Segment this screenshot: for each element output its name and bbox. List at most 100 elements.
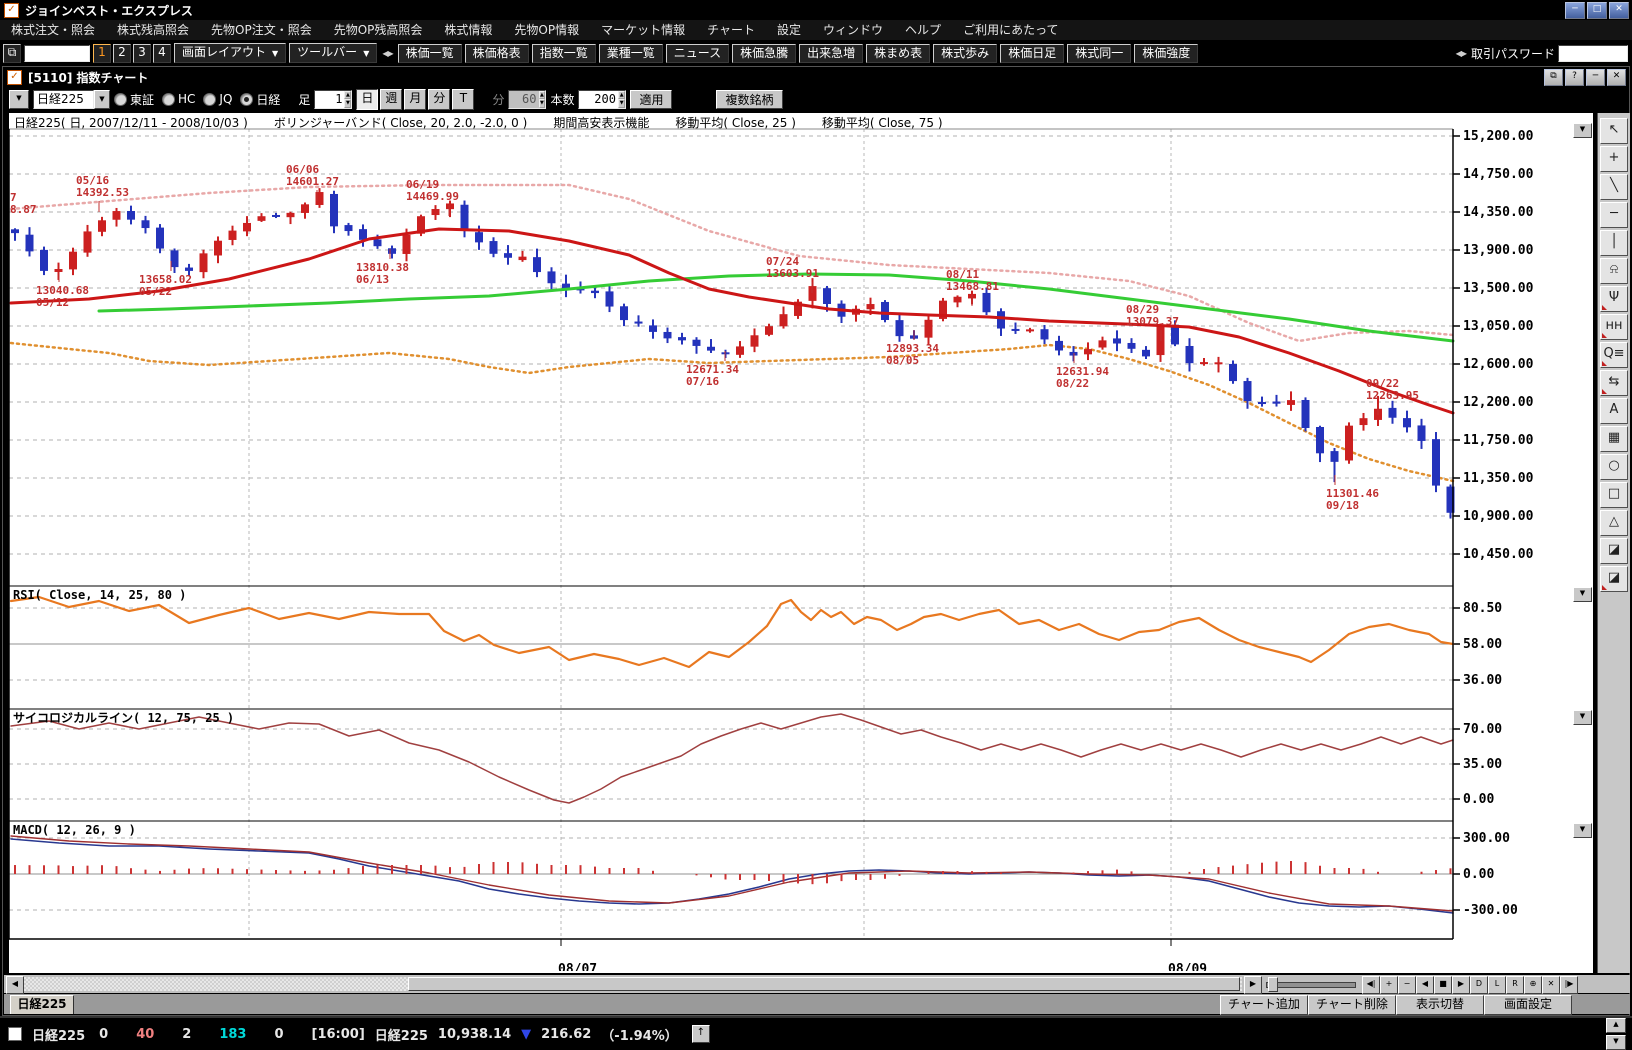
chart-zoom-button-1[interactable]: +: [1380, 976, 1398, 994]
chart-zoom-button-8[interactable]: R: [1506, 976, 1524, 994]
chart-zoom-button-11[interactable]: |▶: [1560, 976, 1578, 994]
bottom-button-画面設定[interactable]: 画面設定: [1484, 995, 1572, 1015]
zoom-slider-thumb[interactable]: [1268, 977, 1278, 992]
chart-zoom-button-9[interactable]: ⊕: [1524, 976, 1542, 994]
menu-item-先物OP注文・照会[interactable]: 先物OP注文・照会: [211, 23, 312, 37]
trendline-tool-icon[interactable]: ╲: [1600, 174, 1628, 200]
market-radio-JQ[interactable]: [203, 92, 217, 106]
window-menu-button[interactable]: ▼: [9, 89, 29, 109]
menu-item-チャート[interactable]: チャート: [707, 23, 756, 37]
chart-plot-area[interactable]: 日経225( 日, 2007/12/11 - 2008/10/03 ) ボリンジャ…: [9, 113, 1593, 973]
maximize-button[interactable]: □: [1587, 1, 1607, 19]
quick-button-株まめ表[interactable]: 株まめ表: [866, 43, 931, 63]
rotate-tool-icon[interactable]: ⇆: [1600, 370, 1628, 396]
rsi-panel-dropdown[interactable]: ▼: [1573, 587, 1592, 602]
period-button-週[interactable]: 週: [380, 88, 403, 110]
chart-zoom-button-6[interactable]: D: [1470, 976, 1488, 994]
minimize-button[interactable]: ─: [1586, 68, 1605, 86]
status-checkbox[interactable]: [8, 1027, 22, 1041]
menu-item-ご利用にあたって[interactable]: ご利用にあたって: [963, 23, 1059, 37]
fan-lines-tool-icon[interactable]: Ψ: [1600, 286, 1628, 312]
menu-item-ウィンドウ[interactable]: ウィンドウ: [823, 23, 884, 37]
status-scroll-button-1[interactable]: ▼: [1606, 1035, 1626, 1050]
macd-panel-dropdown[interactable]: ▼: [1573, 823, 1592, 838]
toolbar-dropdown-button[interactable]: ツールバー ▼: [289, 43, 378, 63]
layout-slot-3[interactable]: 3: [133, 43, 151, 63]
quote-list-tool-icon[interactable]: Q≡: [1600, 342, 1628, 368]
quick-button-株価日足[interactable]: 株価日足: [1000, 43, 1065, 63]
workspace-input[interactable]: [24, 44, 90, 62]
quick-button-株式同一[interactable]: 株式同一: [1067, 43, 1132, 63]
eraser-tool-icon[interactable]: ◪: [1600, 538, 1628, 564]
chart-zoom-button-5[interactable]: ▶: [1452, 976, 1470, 994]
menu-item-マーケット情報[interactable]: マーケット情報: [601, 23, 686, 37]
price-marks-tool-icon[interactable]: ʜʜ: [1600, 314, 1628, 340]
layout-slot-4[interactable]: 4: [153, 43, 171, 63]
cascade-button[interactable]: ⧉: [1544, 68, 1563, 86]
bottom-button-チャート追加[interactable]: チャート追加: [1220, 995, 1308, 1015]
eraser-all-tool-icon[interactable]: ◪: [1600, 566, 1628, 592]
chart-zoom-button-10[interactable]: ✕: [1542, 976, 1560, 994]
scroll-right-button[interactable]: ▶: [1244, 976, 1262, 994]
menu-item-設定[interactable]: 設定: [777, 23, 802, 37]
scroll-left-button[interactable]: ◀: [6, 976, 24, 994]
period-button-月[interactable]: 月: [404, 88, 427, 110]
ticker-up-button[interactable]: ↑: [691, 1025, 710, 1043]
scrollbar-thumb[interactable]: [408, 977, 1240, 991]
close-button[interactable]: ✕: [1607, 68, 1626, 86]
menu-item-ヘルプ[interactable]: ヘルプ: [905, 23, 942, 37]
price-panel-dropdown[interactable]: ▼: [1573, 123, 1592, 138]
market-radio-日経[interactable]: [240, 92, 254, 106]
bottom-button-チャート削除[interactable]: チャート削除: [1308, 995, 1396, 1015]
help-button[interactable]: ?: [1565, 68, 1584, 86]
chart-zoom-button-2[interactable]: −: [1398, 976, 1416, 994]
chart-zoom-button-3[interactable]: ◀: [1416, 976, 1434, 994]
quick-button-株価格表[interactable]: 株価格表: [464, 43, 529, 63]
chart-zoom-button-7[interactable]: L: [1488, 976, 1506, 994]
menu-item-先物OP残高照会[interactable]: 先物OP残高照会: [333, 23, 423, 37]
quick-button-株価強度[interactable]: 株価強度: [1134, 43, 1199, 63]
market-radio-東証[interactable]: [114, 92, 127, 106]
quick-button-指数一覧[interactable]: 指数一覧: [531, 43, 596, 63]
period-button-分[interactable]: 分: [428, 88, 451, 110]
zoom-slider-track[interactable]: [1266, 982, 1356, 988]
horizontal-line-tool-icon[interactable]: ─: [1600, 202, 1628, 228]
menu-item-株式情報[interactable]: 株式情報: [444, 23, 493, 37]
rectangle-tool-icon[interactable]: □: [1600, 482, 1628, 508]
password-input[interactable]: [1558, 44, 1628, 62]
triangle-tool-icon[interactable]: △: [1600, 510, 1628, 536]
layout-slot-1[interactable]: 1: [93, 43, 111, 63]
chart-zoom-button-4[interactable]: ■: [1434, 976, 1452, 994]
quick-button-株式歩み[interactable]: 株式歩み: [933, 43, 998, 63]
workspace-icon[interactable]: ⧉: [3, 43, 21, 63]
menu-item-株式残高照会[interactable]: 株式残高照会: [117, 23, 190, 37]
scrollbar-track[interactable]: [24, 977, 1242, 991]
vertical-line-tool-icon[interactable]: │: [1600, 230, 1628, 256]
crosshair-tool-icon[interactable]: +: [1600, 146, 1628, 172]
minimize-button[interactable]: ─: [1565, 1, 1585, 19]
screen-layout-button[interactable]: 画面レイアウト ▼: [174, 43, 287, 63]
quick-button-ニュース[interactable]: ニュース: [665, 43, 730, 63]
bar-interval-input[interactable]: [315, 90, 345, 108]
quick-button-出来急増[interactable]: 出来急増: [799, 43, 864, 63]
symbol-combo-arrow[interactable]: ▼: [94, 89, 110, 109]
cursor-tool-icon[interactable]: ↖: [1600, 118, 1628, 144]
menu-item-株式注文・照会[interactable]: 株式注文・照会: [11, 23, 96, 37]
chart-zoom-button-0[interactable]: ◀|: [1362, 976, 1380, 994]
period-button-T[interactable]: T: [452, 88, 475, 110]
menu-item-先物OP情報[interactable]: 先物OP情報: [514, 23, 580, 37]
status-scroll-button-0[interactable]: ▲: [1606, 1018, 1626, 1033]
text-tool-icon[interactable]: A: [1600, 398, 1628, 424]
multi-symbol-button[interactable]: 複数銘柄: [716, 89, 783, 109]
bar-spinner[interactable]: ▲ ▼: [344, 90, 352, 108]
alert-bell-tool-icon[interactable]: ⍾: [1600, 258, 1628, 284]
period-button-日[interactable]: 日: [356, 88, 379, 110]
market-radio-HC[interactable]: [162, 92, 176, 106]
psychological-panel-dropdown[interactable]: ▼: [1573, 710, 1592, 725]
count-spinner[interactable]: ▲ ▼: [617, 90, 626, 108]
close-button[interactable]: ✕: [1609, 1, 1629, 19]
apply-button[interactable]: 適用: [630, 89, 673, 109]
chart-tab[interactable]: 日経225: [10, 995, 74, 1014]
symbol-combo[interactable]: 日経225: [33, 89, 94, 109]
quick-button-株価急騰[interactable]: 株価急騰: [732, 43, 797, 63]
